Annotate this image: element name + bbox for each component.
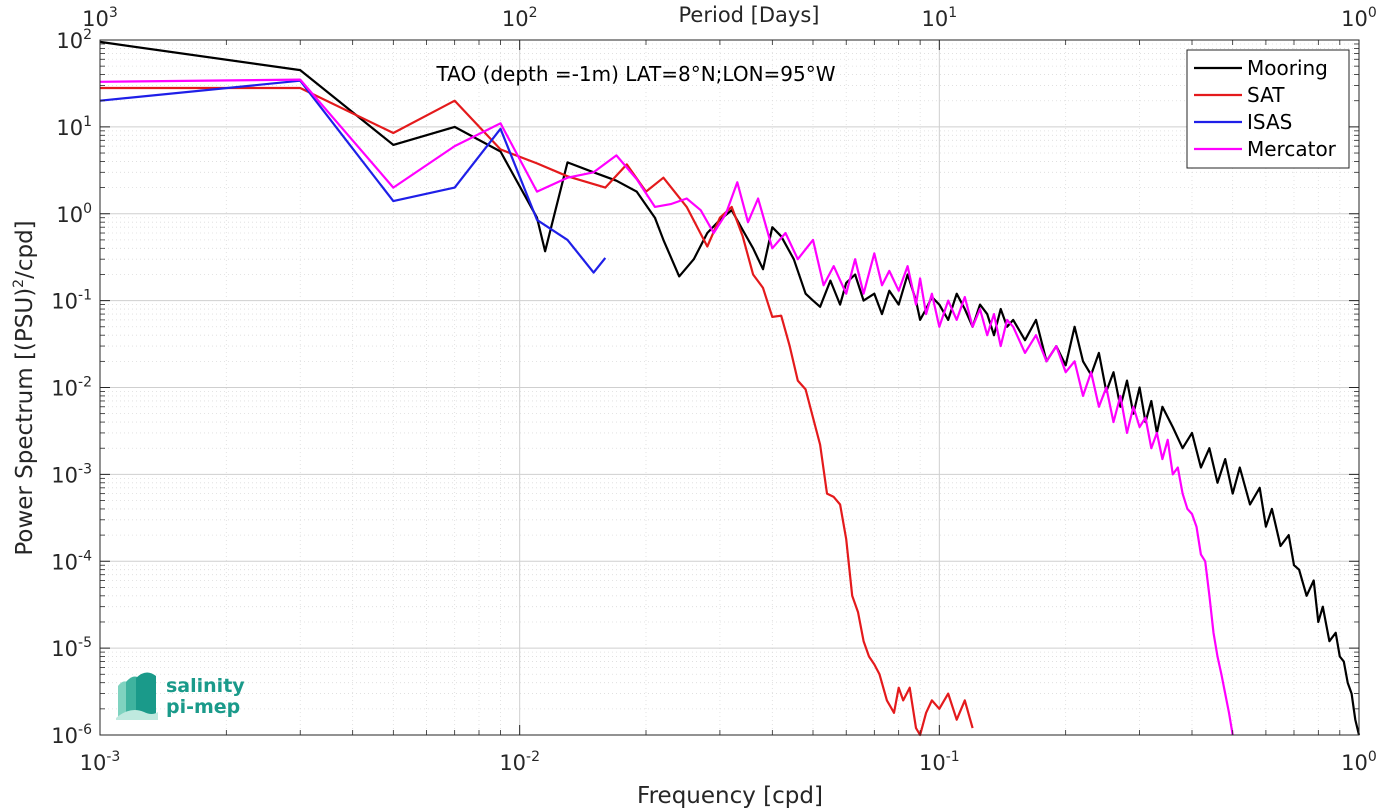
top-tick-label: 102 (502, 5, 538, 31)
y-tick-label: 10-3 (51, 461, 92, 487)
legend-label-sat: SAT (1247, 83, 1285, 107)
top-tick-label: 100 (1341, 5, 1377, 31)
logo-text-line2: pi-mep (166, 696, 240, 718)
logo-text-line1: salinity (166, 675, 245, 697)
y-tick-label: 10-5 (51, 635, 92, 661)
y-tick-label: 10-2 (51, 375, 92, 401)
series-line-mercator (99, 78, 1234, 736)
top-tick-label: 103 (82, 5, 118, 31)
y-tick-label: 102 (56, 27, 92, 53)
y-tick-label: 10-1 (51, 288, 92, 314)
legend-label-mooring: Mooring (1247, 56, 1328, 80)
logo-waves-icon (116, 672, 158, 720)
salinity-pi-mep-logo: salinity pi-mep (116, 672, 245, 720)
y-tick-label: 10-6 (51, 722, 92, 748)
y-tick-label: 101 (56, 114, 92, 140)
y-tick-label: 100 (56, 201, 92, 227)
legend: Mooring SAT ISAS Mercator (1186, 49, 1350, 169)
x-tick-label: 10-1 (919, 749, 960, 775)
y-tick-label: 10-4 (51, 548, 92, 574)
series-lines (99, 40, 1361, 737)
top-axis-label: Period [Days] (679, 3, 820, 27)
chart-title: TAO (depth =-1m) LAT=8°N;LON=95°W (435, 62, 835, 86)
top-tick-label: 101 (922, 5, 958, 31)
x-tick-label: 10-3 (80, 749, 121, 775)
series-line-isas (99, 79, 607, 274)
y-axis-label: Power Spectrum [(PSU)2/cpd] (11, 220, 38, 555)
x-tick-label: 100 (1341, 749, 1377, 775)
axis-ticks (99, 39, 1360, 736)
legend-label-isas: ISAS (1247, 110, 1292, 134)
x-axis-label: Frequency [cpd] (637, 783, 823, 809)
x-tick-label: 10-2 (499, 749, 540, 775)
series-line-sat (100, 86, 974, 737)
legend-label-mercator: Mercator (1247, 137, 1337, 161)
